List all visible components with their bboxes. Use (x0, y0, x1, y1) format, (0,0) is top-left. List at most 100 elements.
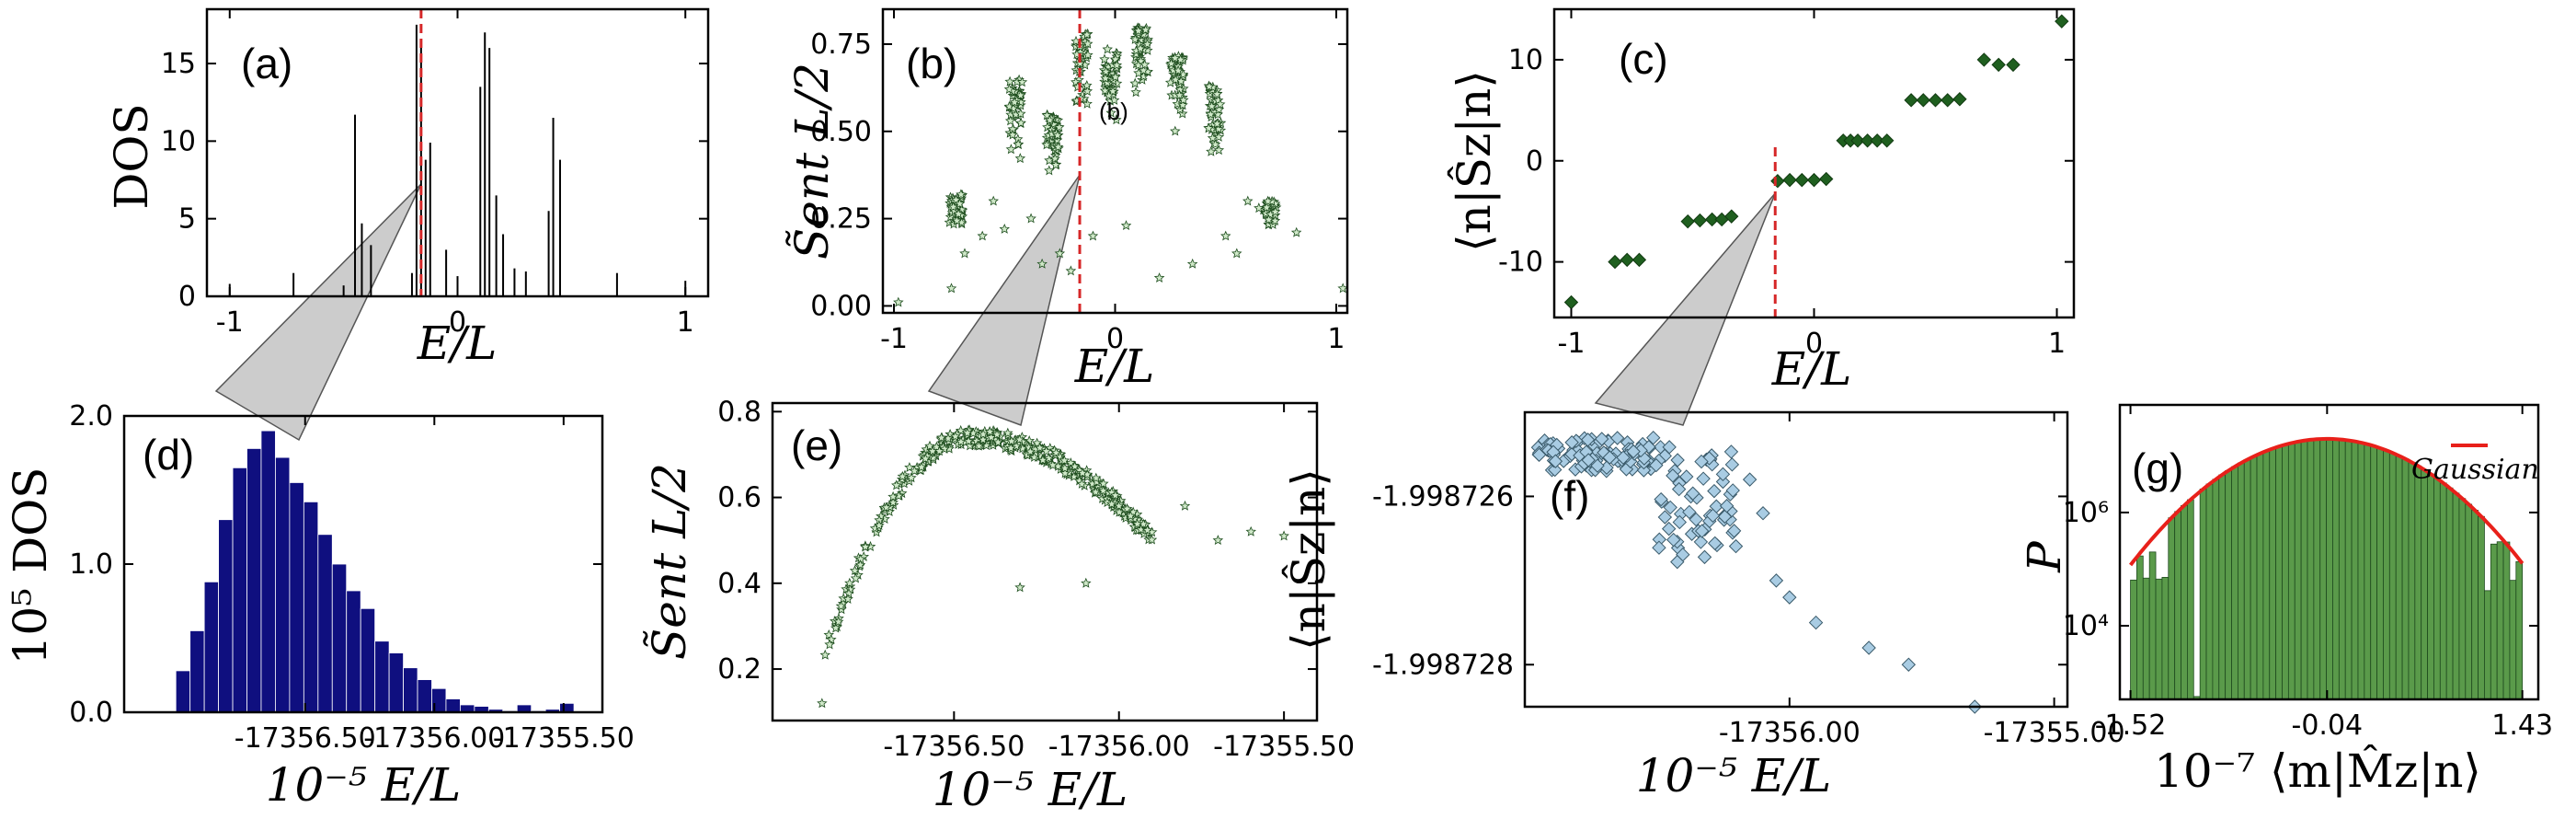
hist-bar (2250, 456, 2258, 700)
entropy-point (1203, 122, 1214, 133)
spin-zoom-point (1670, 554, 1685, 570)
panel-d-label: (d) (143, 431, 194, 479)
hist-bar (2408, 461, 2416, 700)
x-tick-label: -17355.50 (1213, 731, 1355, 763)
hist-bar (2370, 445, 2377, 700)
entropy-point (1211, 88, 1223, 99)
panel-a-bars (228, 9, 687, 296)
entropy-zoom-point (830, 622, 841, 633)
hist-bar (2155, 578, 2163, 700)
entropy-point (1213, 123, 1224, 134)
entropy-zoom-point (843, 587, 854, 598)
spin-zoom-point (1707, 483, 1722, 499)
panel-d-ticks: -17356.50-17356.00-17355.50 0.0 1.0 2.0 (69, 400, 635, 755)
hist-bar (2269, 448, 2277, 700)
entropy-point (1262, 195, 1274, 206)
entropy-point (1129, 33, 1141, 44)
spin-zoom-point (1652, 540, 1666, 555)
spin-point (1991, 57, 2006, 73)
spin-zoom-outlier (1769, 573, 1784, 588)
spin-zoom-point (1626, 444, 1641, 459)
spin-point (1952, 92, 1967, 107)
spin-zoom-point (1728, 538, 1744, 554)
hist-bar (2313, 438, 2321, 700)
entropy-zoom-point (897, 470, 909, 481)
x-tick-label: 1 (1327, 323, 1345, 355)
entropy-point (1173, 64, 1184, 75)
entropy-zoom-point (1069, 460, 1081, 471)
panel-c-ylabel: ⟨n|Ŝz|n⟩ (1447, 70, 1501, 252)
y-tick-label: 10⁴ (2063, 610, 2109, 642)
entropy-outlier (1054, 248, 1066, 259)
entropy-point (1049, 153, 1060, 164)
entropy-zoom-point (1077, 467, 1088, 479)
entropy-point (1004, 115, 1016, 126)
panel-a-ylabel: DOS (105, 103, 158, 209)
entropy-zoom-outlier (1245, 525, 1256, 536)
spin-zoom-point (1717, 509, 1733, 525)
panel-d-xlabel: 10⁻⁵ E/L (266, 758, 462, 812)
entropy-point (951, 214, 963, 225)
spin-zoom-point (1719, 499, 1735, 513)
entropy-zoom-point (1131, 518, 1143, 529)
spin-zoom-point (1696, 471, 1711, 486)
panel-d-ylabel: 10⁵ DOS (4, 467, 57, 665)
spin-zoom-point (1657, 510, 1673, 525)
entropy-zoom-point (1050, 447, 1061, 457)
entropy-outlier (1242, 195, 1254, 206)
hist-bar (2496, 541, 2504, 700)
entropy-point (1052, 130, 1063, 141)
entropy-zoom-point (1037, 454, 1048, 465)
entropy-zoom-point (1006, 435, 1017, 446)
gaussian-curve (2129, 436, 2524, 567)
entropy-point (953, 208, 964, 219)
hist-bar (2509, 580, 2517, 700)
entropy-zoom-point (973, 440, 985, 451)
entropy-zoom-point (887, 497, 899, 508)
spin-zoom-point (1580, 433, 1596, 447)
spin-point (1916, 93, 1931, 108)
entropy-outlier (1290, 226, 1302, 237)
y-tick-label: 0.00 (810, 290, 872, 322)
spin-zoom-point (1715, 467, 1731, 482)
y-tick-label: 0.0 (69, 697, 113, 729)
panel-g-legend: Gaussian (2411, 454, 2539, 486)
hist-bar (2237, 462, 2245, 700)
dos-zoom-bar (331, 563, 348, 713)
entropy-zoom-point (1135, 524, 1147, 535)
y-tick-label: 0.8 (717, 396, 761, 428)
spin-point (1794, 172, 1810, 188)
entropy-point (950, 194, 962, 205)
spin-point (1976, 52, 1992, 67)
entropy-zoom-point (992, 436, 1003, 447)
entropy-point (1099, 85, 1111, 96)
x-tick-label: 1.43 (2491, 709, 2553, 742)
panel-c-xlabel: E/L (1771, 342, 1852, 396)
spin-zoom-point (1715, 474, 1731, 490)
entropy-zoom-point (893, 490, 904, 501)
entropy-zoom-point (1002, 427, 1013, 438)
entropy-point (1082, 49, 1093, 60)
entropy-point (956, 189, 967, 200)
entropy-outlier (959, 248, 970, 259)
hist-bar (2471, 510, 2479, 700)
entropy-point (1007, 129, 1018, 140)
entropy-point (1009, 97, 1020, 108)
panel-e: -17356.50 -17356.00 -17355.500.20.40.60.8 … (642, 396, 1355, 816)
entropy-zoom-point (1114, 506, 1125, 517)
hist-bar (2433, 478, 2441, 700)
y-tick-label: 0 (1526, 145, 1543, 178)
spin-zoom-point (1693, 535, 1709, 549)
entropy-zoom-outlier (1014, 582, 1025, 593)
dos-zoom-bar (360, 607, 376, 713)
entropy-zoom-point (978, 428, 989, 439)
entropy-zoom-point (939, 443, 950, 454)
spin-point (1928, 93, 1943, 108)
spin-zoom-point (1581, 453, 1596, 467)
hist-bar (2287, 442, 2296, 700)
x-tick-label: -17356.00 (363, 722, 505, 755)
entropy-point (1014, 153, 1026, 164)
